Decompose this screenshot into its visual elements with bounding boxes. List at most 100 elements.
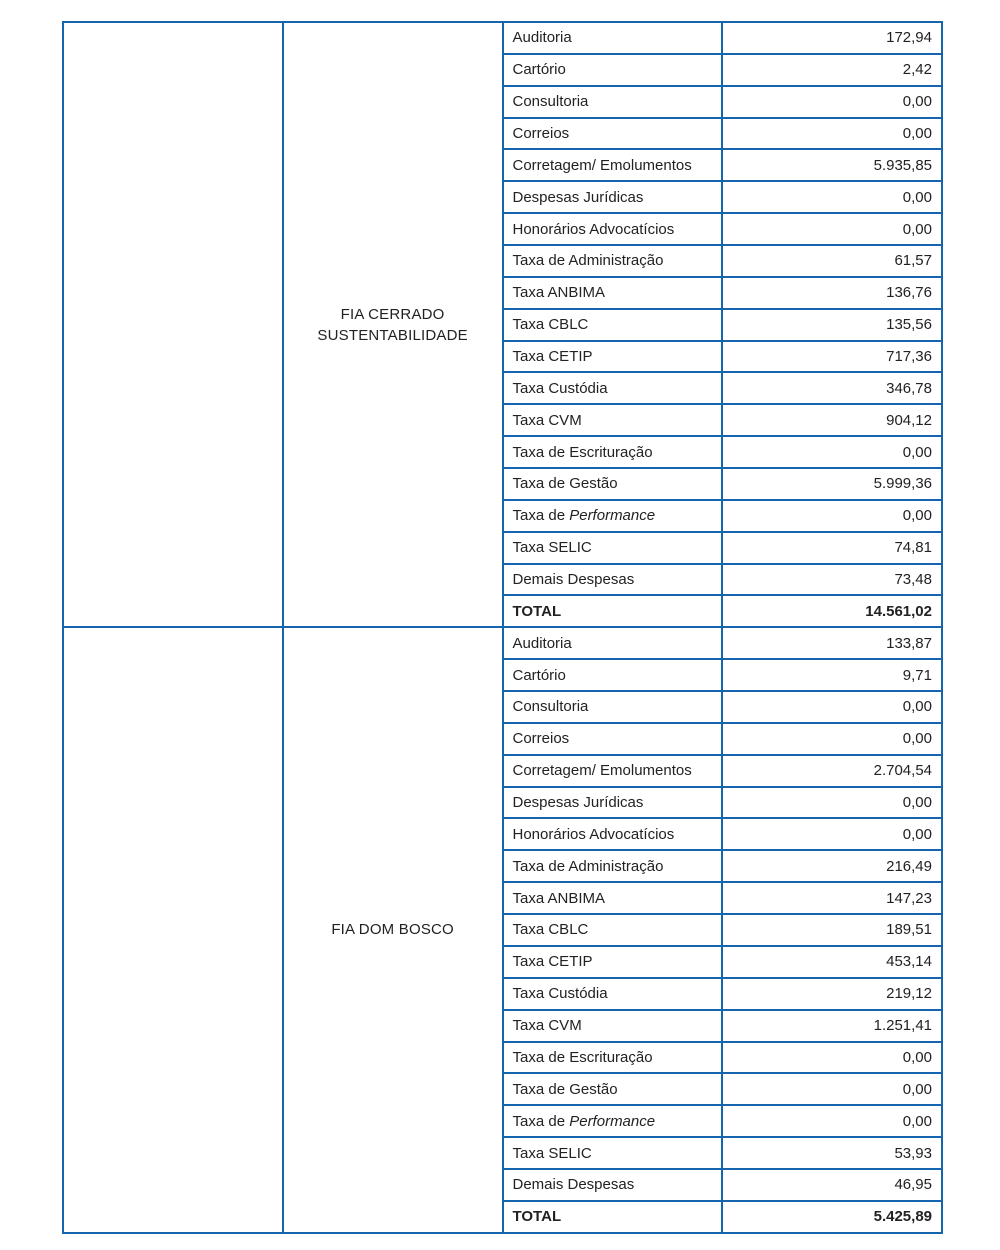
expense-value-cell: 0,00 [721, 212, 943, 247]
expense-category-cell: Taxa CBLC [501, 913, 724, 947]
table-row: Taxa de Administração 216,49 [63, 849, 943, 884]
expense-category-cell: Corretagem/ Emolumentos [501, 148, 724, 183]
expense-value-cell: 5.999,36 [721, 467, 943, 501]
expense-category-cell: TOTAL [501, 1199, 724, 1234]
expense-category-cell: Despesas Jurídicas [501, 180, 724, 215]
table-row: Taxa de Performance 0,00 [63, 498, 943, 533]
expense-category-cell: Taxa de Escrituração [501, 1040, 724, 1075]
table-row: Corretagem/ Emolumentos 2.704,54 [63, 753, 943, 788]
table-row: Taxa CETIP 717,36 [63, 339, 943, 374]
expense-value-cell: 0,00 [721, 817, 943, 852]
expense-category-cell: Taxa CVM [501, 403, 724, 438]
expense-value-cell: 2,42 [721, 52, 943, 87]
table-row: Taxa CBLC 135,56 [63, 307, 943, 342]
expense-category-italic: Performance [569, 1112, 656, 1130]
table-row: Despesas Jurídicas 0,00 [63, 180, 943, 215]
expense-value-cell: 0,00 [721, 116, 943, 151]
expense-value-cell: 0,00 [721, 498, 943, 533]
expense-value-cell: 133,87 [721, 626, 943, 661]
expense-value-cell: 136,76 [721, 275, 943, 310]
expense-category-cell: Taxa Custódia [501, 371, 724, 406]
table-row: Taxa de Performance 0,00 [63, 1104, 943, 1139]
fund-expense-table-body: FIA CERRADO SUSTENTABILIDADE Auditoria 172… [62, 20, 943, 1234]
expense-value-cell: 453,14 [721, 944, 943, 979]
expense-value-cell: 0,00 [721, 1040, 943, 1075]
expense-value-cell: 9,71 [721, 658, 943, 693]
expense-category-cell: Taxa SELIC [501, 1136, 724, 1170]
expense-category-cell: Demais Despesas [501, 1167, 724, 1202]
expense-value-cell: 216,49 [721, 849, 943, 884]
expense-category-cell: Demais Despesas [501, 562, 724, 597]
expense-category-cell: Cartório [501, 52, 724, 87]
expense-value-cell: 0,00 [721, 1104, 943, 1139]
expense-value-cell: 219,12 [721, 976, 943, 1011]
expense-value-cell: 5.935,85 [721, 148, 943, 183]
expense-value-cell: 5.425,89 [721, 1199, 943, 1234]
table-row: FIA CERRADO SUSTENTABILIDADE Auditoria 172… [62, 20, 943, 629]
expense-category-cell: Taxa de Escrituração [501, 435, 724, 470]
expense-category-cell: Cartório [501, 658, 724, 693]
expense-category-cell: Honorários Advocatícios [501, 212, 724, 247]
table-row: Taxa de Gestão 5.999,36 [63, 467, 943, 501]
expense-value-cell: 1.251,41 [721, 1008, 943, 1043]
expense-value-cell: 0,00 [721, 435, 943, 470]
expense-value-cell: 717,36 [721, 339, 943, 374]
expense-value-cell: 0,00 [721, 721, 943, 756]
fund-name-cell: FIA CERRADO SUSTENTABILIDADE [281, 20, 504, 629]
expense-category-cell: Taxa CVM [501, 1008, 724, 1043]
expense-value-cell: 172,94 [721, 21, 943, 55]
expense-value-cell: 2.704,54 [721, 753, 943, 788]
table-row: Cartório 9,71 [63, 658, 943, 693]
empty-cell [62, 20, 284, 629]
table-row: Taxa Custódia 219,12 [63, 976, 943, 1011]
expense-value-cell: 0,00 [721, 180, 943, 215]
expense-value-cell: 61,57 [721, 244, 943, 278]
expense-category-cell: Taxa CETIP [501, 339, 724, 374]
table-row: Consultoria 0,00 [63, 690, 943, 724]
expense-value-cell: 46,95 [721, 1167, 943, 1202]
table-row: Despesas Jurídicas 0,00 [63, 785, 943, 820]
expense-category-cell: Consultoria [501, 690, 724, 724]
expense-category-cell: Taxa ANBIMA [501, 275, 724, 310]
fund-expense-table: FIA CERRADO SUSTENTABILIDADE Auditoria 172… [62, 20, 943, 1234]
table-row: Taxa SELIC 53,93 [63, 1136, 943, 1170]
table-row: Taxa ANBIMA 136,76 [63, 275, 943, 310]
expense-category-cell: Taxa de Administração [501, 849, 724, 884]
expense-value-cell: 147,23 [721, 881, 943, 916]
table-row: Taxa ANBIMA 147,23 [63, 881, 943, 916]
expense-category-cell: Auditoria [501, 626, 724, 661]
total-row: TOTAL 14.561,02 [63, 594, 943, 629]
expense-value-cell: 0,00 [721, 1072, 943, 1107]
expense-category-cell: Correios [501, 721, 724, 756]
table-row: Correios 0,00 [63, 116, 943, 151]
fund-name-cell: FIA DOM BOSCO [281, 626, 504, 1234]
expense-category-prefix: Taxa de [512, 507, 570, 525]
expense-value-cell: 0,00 [721, 84, 943, 119]
table-row: Demais Despesas 73,48 [63, 562, 943, 597]
table-row: Taxa CBLC 189,51 [63, 913, 943, 947]
table-row: Taxa Custódia 346,78 [63, 371, 943, 406]
table-row: Taxa SELIC 74,81 [63, 530, 943, 565]
expense-category-italic: Performance [569, 507, 656, 525]
expense-category-cell: Honorários Advocatícios [501, 817, 724, 852]
expense-value-cell: 14.561,02 [721, 594, 943, 629]
expense-category-cell: Taxa CBLC [501, 307, 724, 342]
table-row: Taxa CETIP 453,14 [63, 944, 943, 979]
expense-value-cell: 0,00 [721, 785, 943, 820]
expense-category-cell: Taxa de Gestão [501, 467, 724, 501]
expense-value-cell: 73,48 [721, 562, 943, 597]
table-row: Honorários Advocatícios 0,00 [63, 212, 943, 247]
expense-category-cell: Correios [501, 116, 724, 151]
table-row: Demais Despesas 46,95 [63, 1167, 943, 1202]
expense-category-cell: Auditoria [501, 21, 724, 55]
table-row: Taxa de Administração 61,57 [63, 244, 943, 278]
expense-category-prefix: Taxa de [512, 1112, 570, 1130]
expense-value-cell: 74,81 [721, 530, 943, 565]
expense-value-cell: 189,51 [721, 913, 943, 947]
expense-category-cell: TOTAL [501, 594, 724, 629]
expense-value-cell: 904,12 [721, 403, 943, 438]
table-row: Taxa de Escrituração 0,00 [63, 1040, 943, 1075]
expense-category-cell: Corretagem/ Emolumentos [501, 753, 724, 788]
table-row: Honorários Advocatícios 0,00 [63, 817, 943, 852]
